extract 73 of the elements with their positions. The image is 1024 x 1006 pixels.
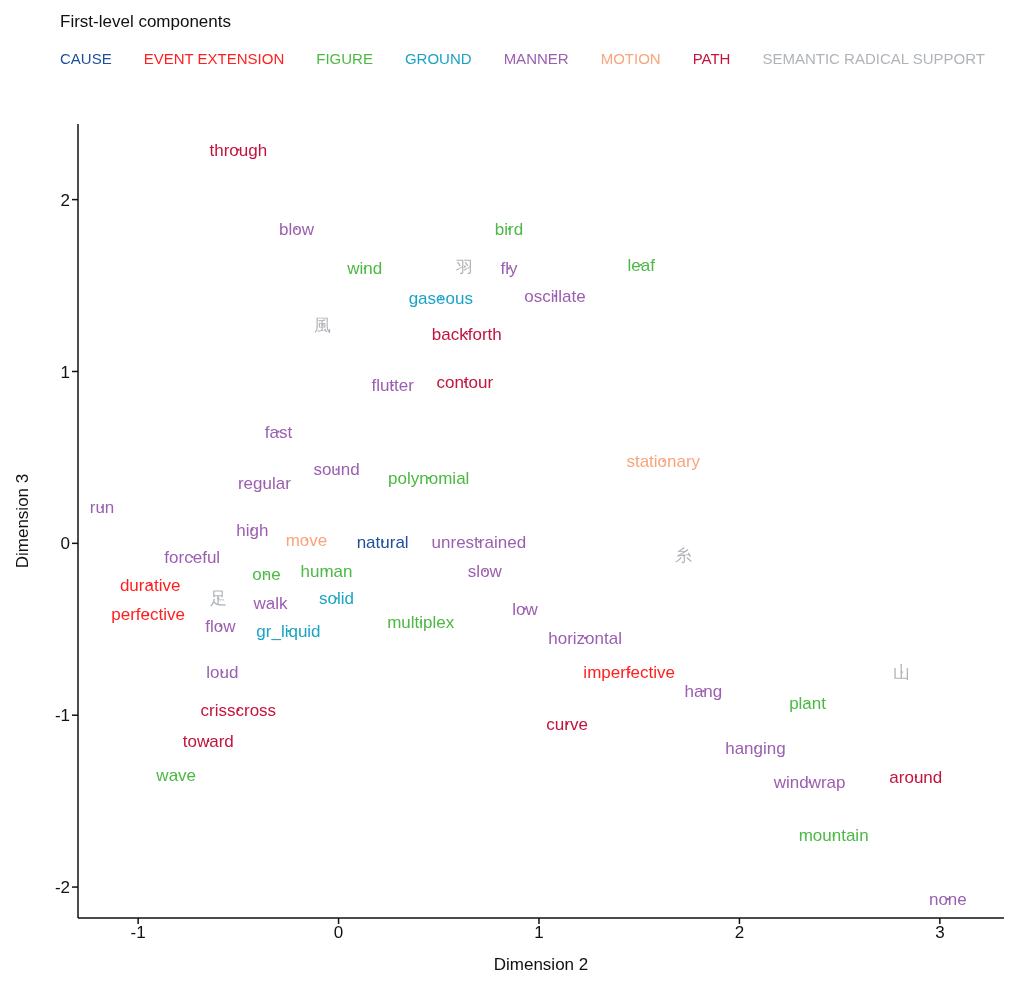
text: PATH [692,50,731,67]
data-label: curve [546,714,588,734]
data-label: slow [467,561,503,581]
y-tick-label: -1 [54,706,70,726]
data-label: none [928,890,967,910]
data-label: wave [155,766,197,786]
data-label: leaf [627,255,656,275]
text: CAUSE [60,50,112,67]
data-label: solid [319,589,355,609]
text: FIGURE [316,50,373,67]
data-label: perfective [111,604,185,624]
data-label: high [236,520,269,540]
data-label: sound [313,460,360,480]
data-label: flutter [371,376,415,396]
data-label: fly [500,259,518,279]
legend-title: First-level components [60,11,232,32]
data-label: around [889,768,943,788]
text: MOTION [600,50,661,67]
data-label: gaseous [408,288,473,308]
data-label: forceful [164,548,221,568]
data-label: fast [264,422,293,442]
x-tick-label: 2 [734,923,745,943]
text: MANNER [503,50,569,67]
data-label: contour [436,372,494,392]
y-tick-label: 1 [60,362,70,382]
y-tick-label: -2 [54,878,70,898]
y-tick-label: 2 [60,190,70,210]
data-label: loud [206,663,239,683]
data-label: crisscross [200,701,277,720]
data-label: 風 [314,316,332,336]
data-label: human [300,561,353,581]
data-label: run [89,498,115,518]
data-label: regular [237,474,292,494]
data-label: low [512,599,539,619]
text: SEMANTIC RADICAL SUPPORT [762,50,985,67]
x-tick-label: 1 [534,923,544,943]
data-label: blow [278,219,315,239]
data-label: flow [205,616,237,636]
text: GROUND [404,50,472,67]
x-tick-label: 0 [333,923,344,943]
x-tick-label: -1 [130,923,146,943]
data-label: walk [252,594,288,614]
data-label: polynomial [388,468,470,488]
data-label: toward [182,731,234,751]
data-label: through [209,140,268,160]
data-label: backforth [431,324,502,344]
data-label: windwrap [772,773,846,793]
text: EVENT EXTENSION [143,50,285,67]
x-axis-title: Dimension 2 [493,955,589,974]
data-label: bird [494,219,524,239]
y-tick-label: 0 [60,534,70,554]
data-label: hang [684,682,723,702]
data-label: move [285,530,328,550]
data-label: multiplex [387,613,455,633]
data-label: 山 [893,663,911,683]
data-label: stationary [626,451,701,471]
y-axis-title: Dimension 3 [13,473,33,569]
data-label: natural [356,532,409,552]
data-label: 足 [209,589,227,609]
data-label: 糸 [674,546,692,566]
data-label: oscillate [524,286,586,306]
data-label: mountain [798,826,869,846]
data-label: wind [346,259,383,279]
data-label: durative [119,575,181,595]
data-label: gr_liquid [256,621,321,641]
data-label: imperfective [583,663,676,683]
data-label: hanging [725,738,786,758]
data-label: one [252,565,281,585]
x-tick-label: 3 [935,923,945,943]
data-label: 羽 [455,257,474,277]
data-label: unrestrained [431,532,527,552]
data-label: horizontal [548,628,622,648]
data-label: plant [789,694,827,714]
